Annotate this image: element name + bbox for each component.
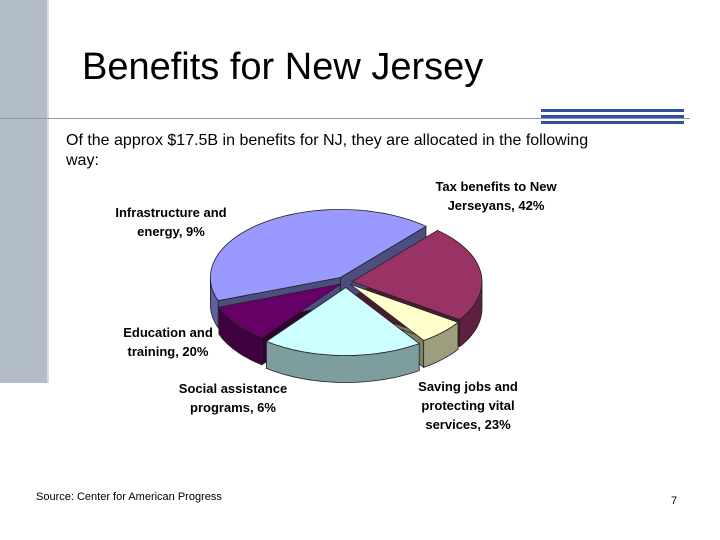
left-decorative-bar: [0, 0, 47, 383]
pie-slice-3: [265, 287, 421, 356]
source-note: Source: Center for American Progress: [36, 491, 222, 503]
slice-label-tax-benefits: Tax benefits to New Jerseyans, 42%: [435, 179, 557, 213]
pie-slice-1: [351, 229, 483, 321]
title-divider: [0, 118, 690, 119]
slice-label-education: Education and training, 20%: [123, 325, 213, 359]
pie-slice-0: [210, 209, 427, 302]
pie-tops: [210, 209, 483, 356]
pie-slice-2: [350, 283, 459, 341]
intro-text: Of the approx $17.5B in benefits for NJ,…: [66, 132, 589, 169]
accent-stripe-bottom: [541, 121, 684, 124]
slice-label-infrastructure: Infrastructure and energy, 9%: [115, 205, 227, 239]
left-bar-edge: [47, 0, 49, 383]
accent-stripe-top: [541, 109, 684, 112]
accent-stripe-middle: [541, 115, 684, 118]
slide-title: Benefits for New Jersey: [82, 46, 484, 88]
page-number: 7: [671, 495, 678, 507]
pie-slice-4: [218, 283, 342, 339]
slice-label-saving-jobs: Saving jobs and protecting vital service…: [418, 379, 518, 432]
slice-label-social-assistance: Social assistance programs, 6%: [178, 381, 288, 415]
